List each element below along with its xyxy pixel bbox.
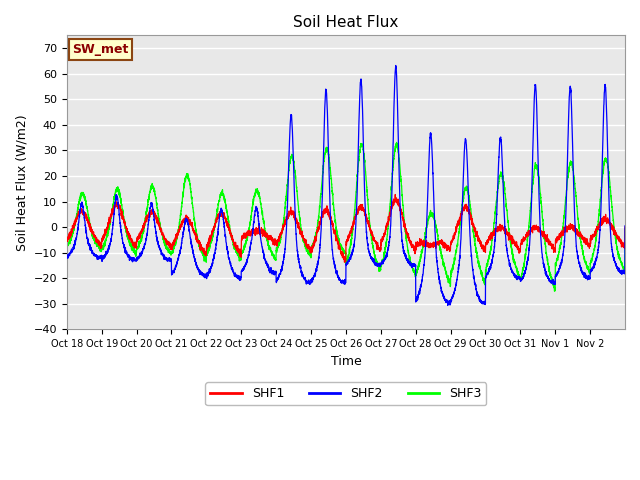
SHF3 — [621, 226, 629, 231]
Y-axis label: Soil Heat Flux (W/m2): Soil Heat Flux (W/m2) — [15, 114, 28, 251]
SHF1 — [541, 232, 549, 238]
Text: SW_met: SW_met — [72, 43, 129, 56]
SHF3 — [179, 195, 186, 201]
SHF2 — [621, 223, 629, 229]
Legend: SHF1, SHF2, SHF3: SHF1, SHF2, SHF3 — [205, 383, 486, 406]
Line: SHF1: SHF1 — [67, 194, 625, 262]
SHF2 — [392, 62, 399, 68]
SHF1 — [397, 207, 404, 213]
SHF1 — [621, 224, 629, 230]
SHF3 — [367, 227, 374, 233]
SHF3 — [499, 177, 507, 183]
SHF2 — [527, 221, 534, 227]
SHF3 — [550, 288, 558, 294]
SHF1 — [340, 259, 348, 265]
SHF2 — [63, 254, 70, 260]
SHF3 — [393, 140, 401, 145]
SHF3 — [63, 244, 70, 250]
SHF2 — [444, 302, 452, 308]
SHF3 — [541, 239, 548, 245]
SHF2 — [541, 266, 549, 272]
SHF1 — [499, 226, 507, 231]
SHF2 — [367, 254, 374, 260]
SHF2 — [179, 235, 186, 241]
X-axis label: Time: Time — [330, 355, 361, 368]
SHF3 — [527, 204, 534, 210]
SHF1 — [527, 228, 534, 234]
SHF1 — [63, 235, 70, 240]
SHF2 — [499, 185, 507, 191]
Line: SHF3: SHF3 — [67, 143, 625, 291]
SHF1 — [392, 192, 399, 197]
Line: SHF2: SHF2 — [67, 65, 625, 305]
SHF2 — [397, 216, 404, 222]
SHF1 — [179, 220, 186, 226]
SHF3 — [397, 174, 404, 180]
SHF1 — [367, 227, 374, 232]
Title: Soil Heat Flux: Soil Heat Flux — [293, 15, 399, 30]
